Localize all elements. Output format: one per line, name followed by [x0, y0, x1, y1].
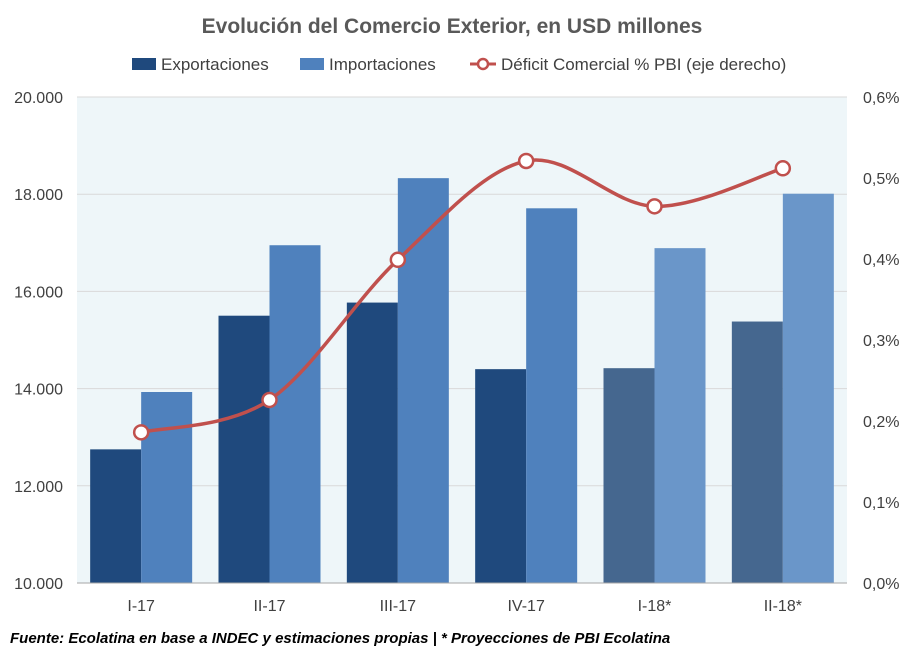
source-note: Fuente: Ecolatina en base a INDEC y esti…: [10, 630, 670, 647]
bar-importaciones-iv-17: [526, 208, 578, 583]
bar-exportaciones-i-18: [603, 368, 655, 583]
bar-exportaciones-iii-17: [346, 302, 398, 583]
legend-swatch-exportaciones: [132, 58, 156, 70]
y-left-tick-label: 20.000: [14, 90, 63, 107]
bar-exportaciones-ii-18: [731, 321, 783, 583]
y-left-tick-label: 18.000: [14, 187, 63, 204]
legend-swatch-importaciones: [300, 58, 324, 70]
y-axis-left: 10.000 12.000 14.000 16.000 18.000 20.000: [14, 90, 63, 593]
legend-label-exportaciones: Exportaciones: [161, 55, 269, 74]
x-tick-label: I-18*: [638, 598, 672, 615]
y-right-tick-label: 0,5%: [863, 171, 899, 188]
point-deficit-ii-17: [261, 391, 278, 409]
chart-title: Evolución del Comercio Exterior, en USD …: [202, 15, 703, 38]
bar-exportaciones-ii-17: [218, 315, 270, 583]
point-deficit-iii-17: [389, 251, 407, 269]
point-deficit-i-17: [132, 424, 150, 441]
x-tick-label: II-18*: [764, 598, 802, 615]
line-series: [132, 152, 792, 441]
y-left-tick-label: 16.000: [14, 284, 63, 301]
point-deficit-i-18: [646, 198, 663, 215]
y-right-tick-label: 0,4%: [863, 252, 899, 269]
gridlines: [77, 96, 847, 487]
legend-label-deficit: Déficit Comercial % PBI (eje derecho): [501, 55, 786, 74]
x-tick-label: IV-17: [507, 598, 544, 615]
bar-importaciones-ii-18: [782, 193, 834, 584]
bar-importaciones-i-17: [141, 392, 193, 583]
bar-importaciones-iii-17: [397, 178, 449, 584]
y-left-tick-label: 10.000: [14, 576, 63, 593]
y-right-tick-label: 0,6%: [863, 90, 899, 107]
x-tick-label: III-17: [380, 598, 417, 615]
point-deficit-iv-17: [517, 152, 535, 170]
y-right-tick-label: 0,0%: [863, 576, 899, 593]
bar-importaciones-ii-17: [269, 245, 321, 584]
point-deficit-ii-18: [774, 160, 792, 177]
x-tick-label: II-17: [253, 598, 285, 615]
y-right-tick-label: 0,2%: [863, 414, 899, 431]
bar-importaciones-i-18: [654, 248, 706, 583]
bar-exportaciones-iv-17: [475, 369, 527, 583]
bar-exportaciones-i-17: [90, 449, 142, 583]
y-left-tick-label: 14.000: [14, 382, 63, 399]
y-right-tick-label: 0,1%: [863, 495, 899, 512]
y-axis-right: 0,0% 0,1% 0,2% 0,3% 0,4% 0,5% 0,6%: [863, 90, 899, 593]
plot-area: [77, 97, 847, 583]
legend-marker-deficit: [476, 57, 490, 71]
x-tick-label: I-17: [127, 598, 155, 615]
x-axis: I-17 II-17 III-17 IV-17 I-18* II-18*: [127, 598, 802, 615]
legend-label-importaciones: Importaciones: [329, 55, 436, 74]
legend: Exportaciones Importaciones Déficit Come…: [132, 55, 786, 74]
y-left-tick-label: 12.000: [14, 479, 63, 496]
bars: [90, 178, 834, 584]
y-right-tick-label: 0,3%: [863, 333, 899, 350]
